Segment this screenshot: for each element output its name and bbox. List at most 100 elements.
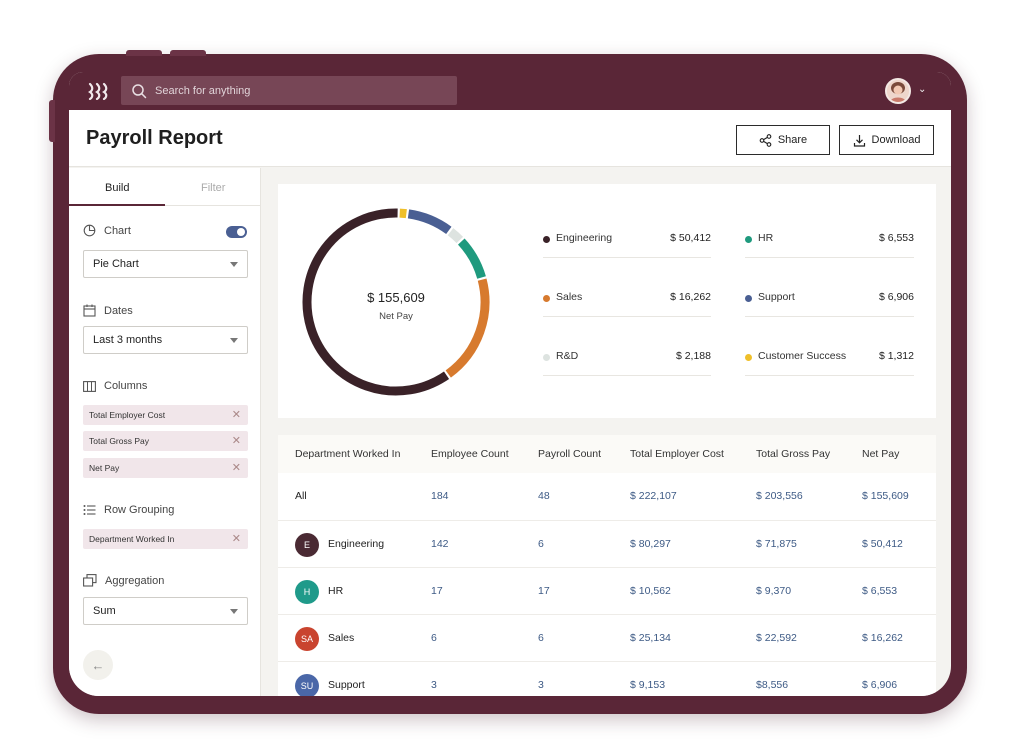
row-grouping-label: Row Grouping	[104, 504, 175, 516]
active-tab-indicator	[69, 204, 165, 206]
aggregation-label: Aggregation	[105, 574, 165, 587]
columns-icon	[83, 380, 96, 392]
column-header[interactable]: Employee Count	[431, 448, 509, 460]
column-chip-label: Net Pay	[89, 463, 120, 473]
dates-section-label: Dates	[83, 304, 133, 317]
legend-divider	[543, 257, 711, 258]
chevron-down-icon[interactable]: ⌄	[918, 84, 927, 95]
donut-slice-r-d	[447, 228, 464, 244]
dates-value: Last 3 months	[93, 334, 163, 346]
net-pay: $ 6,553	[862, 585, 898, 597]
legend-divider	[745, 375, 914, 376]
payroll-count: 6	[538, 538, 544, 550]
legend-dot	[543, 354, 550, 361]
total-employer-cost: $ 80,297	[630, 538, 671, 550]
tablet-button	[170, 50, 206, 56]
payroll-count: 3	[538, 679, 544, 691]
legend-name: Customer Success	[758, 350, 847, 362]
column-chip[interactable]: Net Pay ✕	[83, 458, 248, 478]
row-grouping-chip-label: Department Worked In	[89, 534, 175, 544]
column-header[interactable]: Department Worked In	[295, 448, 401, 460]
department-name: Sales	[328, 632, 355, 644]
legend-item: Engineering $ 50,412	[543, 232, 711, 258]
chart-label: Chart	[104, 224, 131, 237]
summary-card: $ 155,609 Net Pay Engineering $ 50,412 H…	[278, 184, 936, 418]
legend-name: Support	[758, 291, 795, 303]
employee-count: 142	[431, 538, 449, 550]
rippling-logo	[88, 82, 108, 100]
column-header[interactable]: Total Employer Cost	[630, 448, 724, 460]
legend-dot	[745, 295, 752, 302]
close-icon[interactable]: ✕	[231, 409, 241, 421]
chevron-down-icon	[230, 262, 238, 267]
payroll-count: 6	[538, 632, 544, 644]
dates-select[interactable]: Last 3 months	[83, 326, 248, 354]
aggregation-section-label: Aggregation	[83, 574, 164, 587]
chart-toggle[interactable]	[226, 226, 247, 238]
download-button[interactable]: Download	[839, 125, 934, 155]
column-header[interactable]: Net Pay	[862, 448, 900, 460]
legend-dot	[543, 236, 550, 243]
avatar[interactable]	[885, 78, 911, 104]
dates-label: Dates	[104, 304, 133, 317]
table-row[interactable]: SU Support 3 3 $ 9,153 $8,556 $ 6,906	[278, 661, 936, 696]
legend-value: $ 16,262	[670, 291, 711, 303]
aggregation-value: Sum	[93, 605, 116, 617]
table-row[interactable]: E Engineering 142 6 $ 80,297 $ 71,875 $ …	[278, 520, 936, 567]
close-icon[interactable]: ✕	[231, 462, 241, 474]
pie-chart-icon	[83, 224, 96, 237]
legend-item: Customer Success $ 1,312	[745, 350, 914, 376]
tab-filter[interactable]: Filter	[201, 182, 226, 194]
top-bar: ⌄	[69, 72, 951, 110]
search-input[interactable]	[155, 84, 435, 97]
page-header: Payroll Report Share Download	[69, 110, 951, 167]
department-name: HR	[328, 585, 344, 597]
column-chip[interactable]: Total Gross Pay ✕	[83, 431, 248, 451]
close-icon[interactable]: ✕	[231, 533, 241, 545]
row-grouping-section-label: Row Grouping	[83, 504, 174, 516]
chevron-down-icon	[230, 609, 238, 614]
table-row[interactable]: SA Sales 6 6 $ 25,134 $ 22,592 $ 16,262	[278, 614, 936, 661]
row-grouping-chip[interactable]: Department Worked In ✕	[83, 529, 248, 549]
legend-value: $ 2,188	[675, 350, 711, 362]
table-row[interactable]: All 184 48 $ 222,107 $ 203,556 $ 155,609	[278, 473, 936, 520]
legend-divider	[543, 375, 711, 376]
employee-count: 6	[431, 632, 437, 644]
legend-item: Sales $ 16,262	[543, 291, 711, 317]
collapse-sidebar-button[interactable]: ←	[83, 650, 113, 680]
total-employer-cost: $ 25,134	[630, 632, 671, 644]
total-gross-pay: $ 71,875	[756, 538, 797, 550]
tabs-divider	[69, 205, 261, 206]
legend-divider	[745, 316, 914, 317]
column-chip[interactable]: Total Employer Cost ✕	[83, 405, 248, 425]
tab-build[interactable]: Build	[105, 182, 130, 194]
page-title: Payroll Report	[86, 127, 223, 149]
department-badge: E	[295, 533, 319, 557]
search-bar[interactable]	[121, 76, 457, 105]
column-header[interactable]: Payroll Count	[538, 448, 602, 460]
donut-total: $ 155,609	[367, 290, 425, 305]
columns-section-label: Columns	[83, 380, 147, 392]
total-gross-pay: $ 9,370	[756, 585, 792, 597]
share-icon	[759, 133, 772, 147]
share-label: Share	[777, 134, 808, 146]
download-icon	[853, 134, 865, 147]
donut-slice-sales	[445, 278, 490, 378]
employee-count: 17	[431, 585, 443, 597]
share-button[interactable]: Share	[736, 125, 830, 155]
legend-name: R&D	[556, 350, 579, 362]
search-icon	[132, 83, 147, 98]
chart-type-select[interactable]: Pie Chart	[83, 250, 248, 278]
sidebar-tabs: Build Filter	[69, 168, 261, 206]
aggregation-select[interactable]: Sum	[83, 597, 248, 625]
donut-slice-customer-success	[399, 208, 407, 219]
legend-divider	[745, 257, 914, 258]
total-gross-pay: $ 203,556	[756, 490, 803, 502]
payroll-count: 17	[538, 585, 550, 597]
column-header[interactable]: Total Gross Pay	[756, 448, 831, 460]
table-row[interactable]: H HR 17 17 $ 10,562 $ 9,370 $ 6,553	[278, 567, 936, 614]
close-icon[interactable]: ✕	[231, 435, 241, 447]
department-badge: SA	[295, 627, 319, 651]
columns-label: Columns	[104, 380, 148, 392]
payroll-table: Department Worked In Employee Count Payr…	[278, 435, 936, 696]
